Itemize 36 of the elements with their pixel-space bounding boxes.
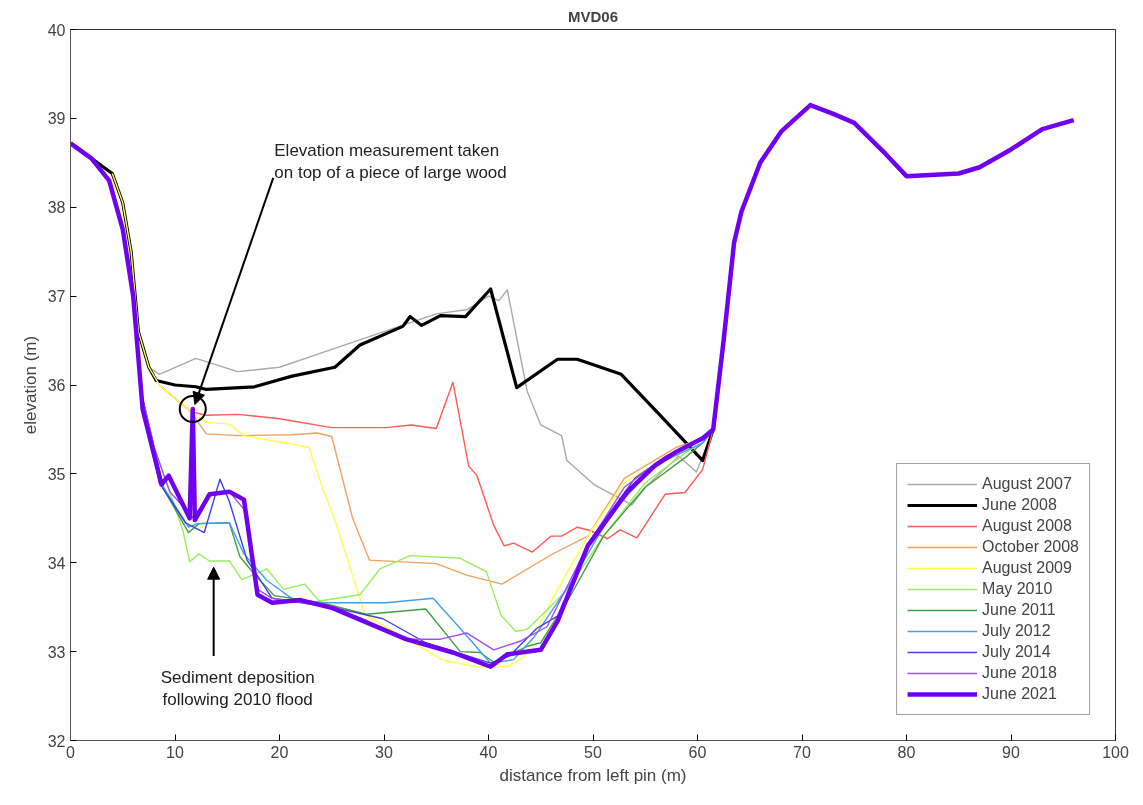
chart-title: MVD06 [567,7,619,25]
y-tick-label: 39 [47,110,66,128]
legend-label: October 2008 [982,537,1079,557]
y-tick-label: 38 [47,199,66,217]
y-tick-label: 33 [47,643,66,661]
x-tick-label: 0 [66,743,76,761]
x-tick-label: 40 [479,743,498,761]
y-tick-label: 40 [47,21,66,39]
legend-label: June 2008 [982,495,1057,515]
x-tick-label: 60 [688,743,707,761]
y-tick-label: 36 [47,377,66,394]
y-tick-label: 34 [47,554,66,572]
x-axis-title: distance from left pin (m) [499,765,687,785]
y-tick-label: 35 [47,465,66,483]
legend-label: June 2011 [982,600,1056,620]
legend-label: May 2010 [982,579,1053,599]
x-tick-label: 10 [166,743,184,761]
x-tick-label: 20 [270,743,289,761]
x-tick-label: 80 [897,743,916,761]
legend-label: August 2007 [982,474,1072,494]
y-axis-title: elevation (m) [20,335,40,435]
legend-label: June 2018 [982,663,1057,683]
legend-label: August 2009 [982,558,1072,578]
annotation: Elevation measurement taken on top of a piece of large wood [274,140,507,183]
annotation: Sediment deposition following 2010 flood [160,667,315,710]
x-tick-label: 90 [1002,743,1020,761]
legend-label: July 2014 [982,642,1051,662]
legend-label: August 2008 [982,516,1072,536]
y-tick-label: 37 [47,288,66,306]
y-tick-label: 32 [47,732,66,750]
x-tick-label: 100 [1102,743,1129,761]
x-tick-label: 30 [375,743,393,761]
legend-label: June 2021 [982,684,1057,704]
x-tick-label: 70 [793,743,811,761]
legend-label: July 2012 [982,621,1051,641]
x-tick-label: 50 [584,743,602,761]
